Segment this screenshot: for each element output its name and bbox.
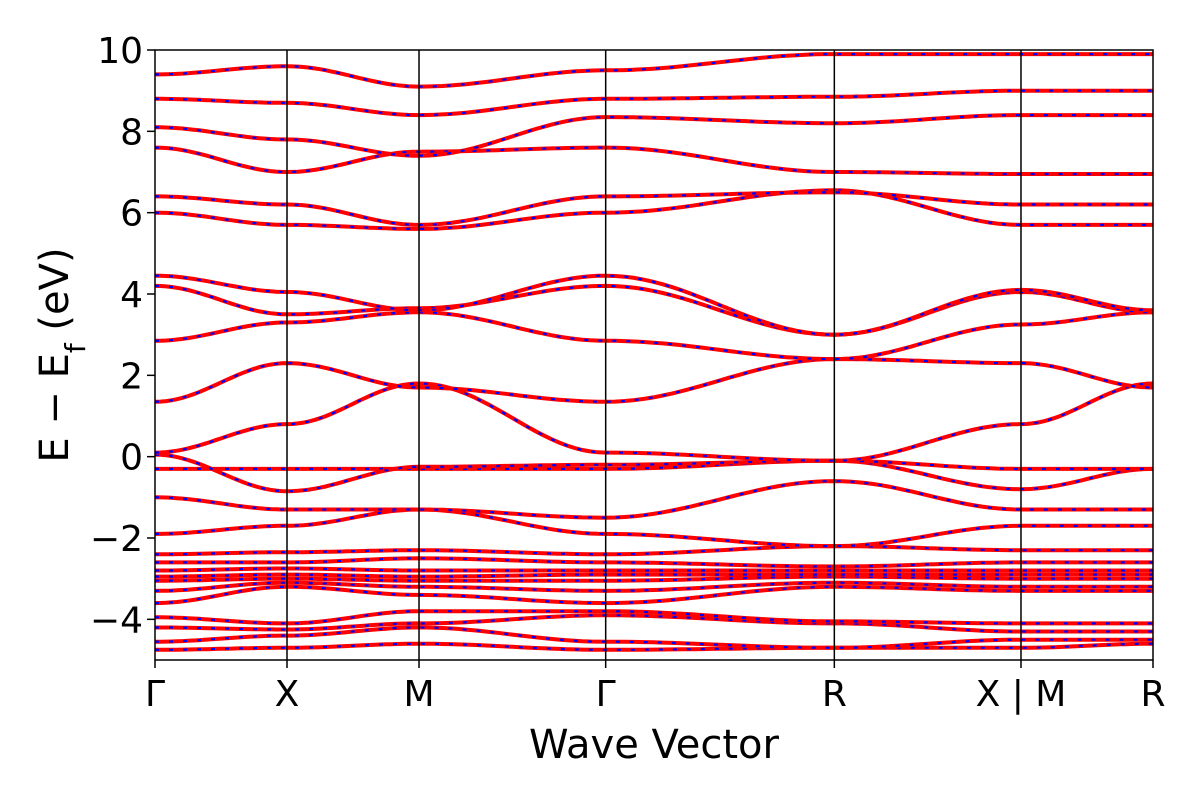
band-line-blue <box>155 311 1153 361</box>
x-axis-title: Wave Vector <box>529 722 780 768</box>
y-tick-label: 2 <box>120 356 143 397</box>
band-line-red <box>155 310 1153 362</box>
band-line-red <box>155 556 1153 569</box>
band-line-red <box>155 381 1153 463</box>
x-tick-label: M <box>403 674 434 715</box>
band-line-red <box>155 572 1153 579</box>
y-tick-label: −2 <box>90 519 143 560</box>
band-line-red <box>155 566 1153 573</box>
band-line-red <box>155 52 1153 89</box>
band-line-red <box>155 357 1153 404</box>
x-tick-label: X <box>275 674 300 715</box>
band-line-red <box>155 574 1153 583</box>
band-line-red <box>155 641 1153 652</box>
x-tick-label: X | M <box>976 674 1067 715</box>
x-tick-label: R <box>1140 674 1165 715</box>
y-axis-title-sub: f <box>59 342 92 353</box>
y-tick-label: 0 <box>120 438 143 479</box>
x-axis: Γ X M Γ R X | M R <box>145 660 1166 715</box>
x-tick-label: R <box>822 674 847 715</box>
y-axis-title: E − Ef (eV) <box>32 247 92 462</box>
y-tick-label: 8 <box>120 112 143 153</box>
band-line-red <box>155 88 1153 118</box>
high-symmetry-lines <box>286 50 1022 660</box>
band-line-red <box>155 544 1153 557</box>
y-tick-label: 6 <box>120 194 143 235</box>
y-tick-label: 10 <box>97 31 143 72</box>
x-tick-label: Γ <box>145 674 165 715</box>
band-line-blue <box>155 453 1153 493</box>
y-axis: −4 −2 0 2 4 6 8 10 <box>90 31 155 641</box>
y-axis-title-unit: (eV) <box>32 247 78 343</box>
band-line-red <box>155 145 1153 176</box>
y-tick-label: 4 <box>120 275 143 316</box>
plot-frame <box>154 49 1154 661</box>
y-tick-label: −4 <box>90 600 143 641</box>
y-axis-title-main: E − E <box>32 353 78 463</box>
x-tick-label: Γ <box>596 674 616 715</box>
band-line-red <box>155 452 1153 494</box>
bands-layer <box>155 52 1153 652</box>
